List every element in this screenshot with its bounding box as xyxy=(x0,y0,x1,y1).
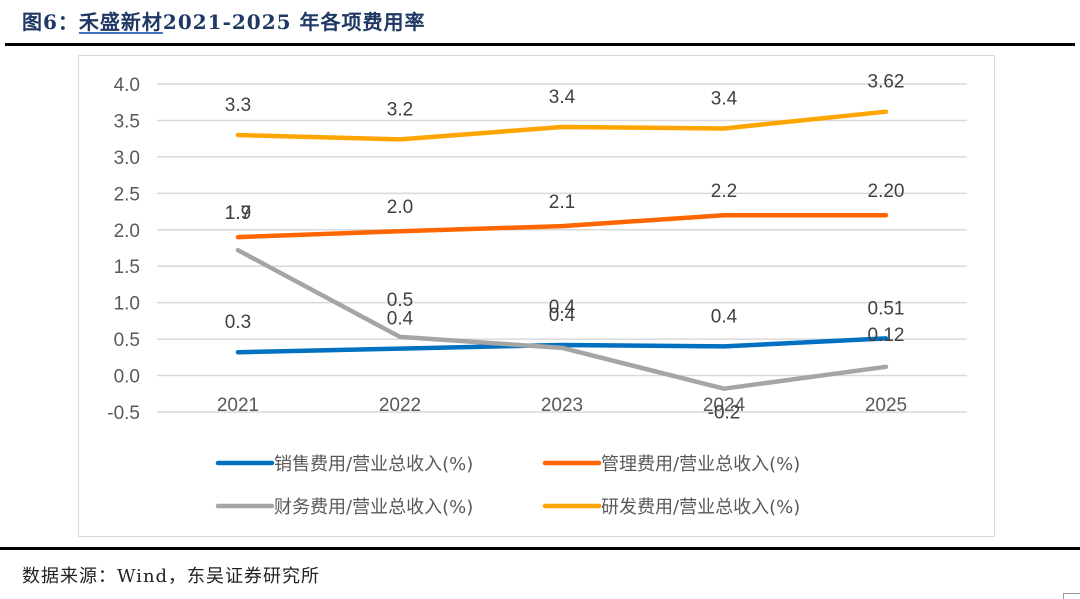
x-tick-label: 2025 xyxy=(865,395,907,416)
series-line-3 xyxy=(235,247,889,391)
y-tick-label: 0.0 xyxy=(114,367,140,388)
bottom-rule xyxy=(0,547,1080,550)
data-label: 0.4 xyxy=(549,297,576,318)
data-label: 3.3 xyxy=(225,95,251,116)
data-label: 2.20 xyxy=(868,181,905,202)
y-tick-label: 3.0 xyxy=(114,148,140,169)
y-tick-label: 4.0 xyxy=(114,75,140,96)
data-label: 0.4 xyxy=(387,309,414,330)
x-axis-tick-labels: 2021 2022 2023 2024 2025 xyxy=(217,395,907,416)
data-label: 0.4 xyxy=(711,306,738,327)
y-tick-label: 3.5 xyxy=(114,111,140,132)
data-label: 1.7 xyxy=(225,203,251,224)
x-tick-label: 2023 xyxy=(541,395,583,416)
data-label: 1.9 xyxy=(225,203,251,224)
y-tick-label: 2.5 xyxy=(114,184,140,205)
y-axis-tick-labels: -0.5 0.0 0.5 1.0 1.5 2.0 2.5 3.0 3.5 4.0 xyxy=(107,75,140,424)
legend-item: 管理费用/营业总收入(%) xyxy=(542,454,800,475)
top-rule xyxy=(5,43,1075,46)
data-label: 0.51 xyxy=(868,298,905,319)
legend: 销售费用/营业总收入(%) 管理费用/营业总收入(%) 财务费用/营业总收入(%) 研… xyxy=(215,454,800,518)
figure-title-prefix: 图6： xyxy=(22,10,79,34)
y-tick-label: 1.0 xyxy=(114,294,140,315)
series-line-1 xyxy=(235,336,889,355)
data-label: 3.2 xyxy=(387,99,413,120)
legend-label: 财务费用/营业总收入(%) xyxy=(274,497,473,518)
y-tick-label: 1.5 xyxy=(114,257,140,278)
legend-label: 管理费用/营业总收入(%) xyxy=(601,454,800,475)
legend-label: 研发费用/营业总收入(%) xyxy=(601,497,800,518)
y-tick-label: 0.5 xyxy=(114,330,140,351)
x-tick-label: 2021 xyxy=(217,395,259,416)
legend-label: 销售费用/营业总收入(%) xyxy=(274,454,473,475)
data-labels: 0.3 0.4 0.4 0.4 0.511.9 2.0 2.12.2 2.201.70.5 0.… xyxy=(225,72,905,424)
data-label: 2.0 xyxy=(387,197,413,218)
data-label: -0.2 xyxy=(708,403,741,424)
data-label: 2.2 xyxy=(711,181,737,202)
legend-item: 销售费用/营业总收入(%) xyxy=(215,454,473,475)
gridlines xyxy=(157,83,967,413)
figure-title-company-link[interactable]: 禾盛新材 xyxy=(78,10,163,34)
data-label: 3.4 xyxy=(549,87,576,108)
series-line-2 xyxy=(235,212,889,240)
x-tick-label: 2024 xyxy=(703,395,746,416)
y-tick-label: -0.5 xyxy=(107,403,140,424)
x-tick-label: 2022 xyxy=(379,395,421,416)
series-line-4 xyxy=(235,109,889,142)
figure-title-suffix: 2021-2025 年各项费用率 xyxy=(162,10,426,34)
data-label: 0.12 xyxy=(868,325,905,346)
data-label: 3.62 xyxy=(868,72,905,93)
legend-item: 研发费用/营业总收入(%) xyxy=(542,497,800,518)
figure-title: 图6：禾盛新材2021-2025 年各项费用率 xyxy=(22,6,426,35)
y-tick-label: 2.0 xyxy=(114,221,140,242)
data-label: 0.5 xyxy=(387,290,413,311)
data-label: 3.4 xyxy=(711,88,738,109)
legend-item: 财务费用/营业总收入(%) xyxy=(215,497,473,518)
data-label: 2.1 xyxy=(549,192,575,213)
chart-frame xyxy=(78,55,995,537)
data-label: 0.3 xyxy=(225,312,251,333)
series-lines xyxy=(235,109,889,391)
data-label: 0.4 xyxy=(549,305,576,326)
source-note: 数据来源：Wind，东吴证券研究所 xyxy=(22,566,321,587)
corner-mark xyxy=(1063,593,1080,599)
